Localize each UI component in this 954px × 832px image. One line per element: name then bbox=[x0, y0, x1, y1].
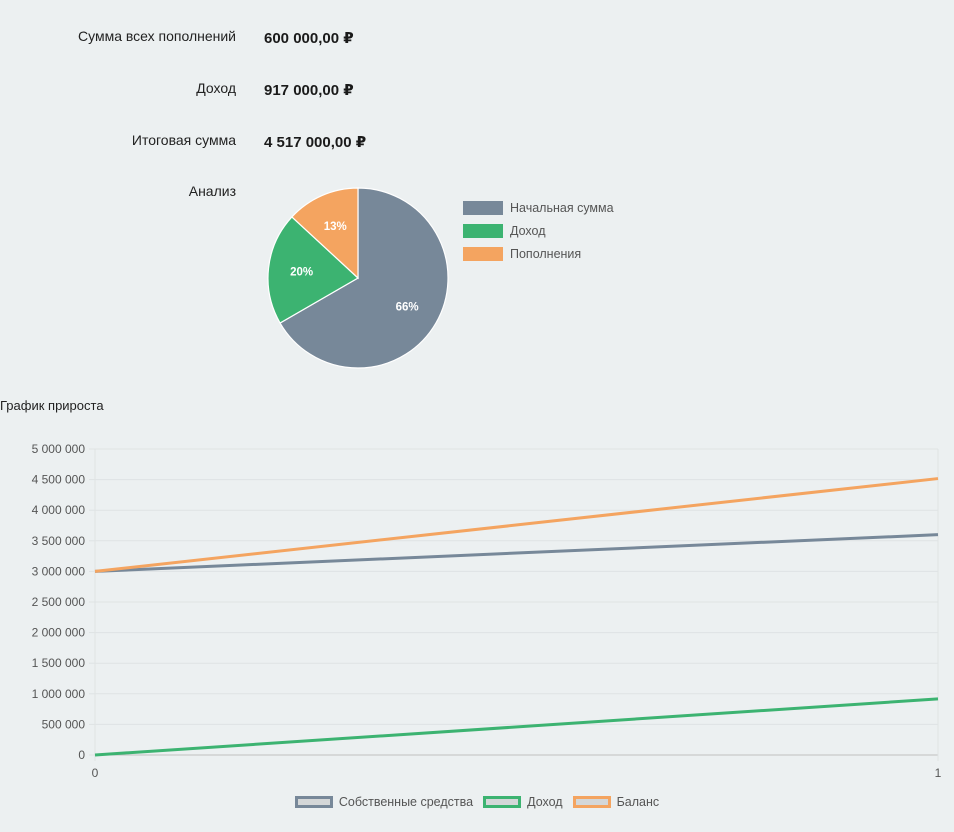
pie-legend-swatch-2 bbox=[463, 246, 503, 261]
line-legend-label-0: Собственные средства bbox=[338, 795, 474, 809]
analysis-row: Анализ bbox=[0, 183, 954, 207]
line-legend-swatch-0 bbox=[294, 796, 333, 808]
income-value: 917 000,00 ₽ bbox=[264, 82, 354, 99]
pie-legend-item-1[interactable]: Доход bbox=[463, 219, 614, 242]
y-tick-label-7: 3 500 000 bbox=[32, 534, 86, 548]
deposits-label: Сумма всех пополнений bbox=[77, 28, 236, 44]
line-legend: Собственные средства Доход Баланс bbox=[0, 795, 954, 809]
pie-legend-swatch-0 bbox=[463, 200, 503, 215]
x-tick-label-0: 0 bbox=[92, 766, 99, 780]
pie-svg: 66% 20% 13% bbox=[267, 187, 449, 369]
growth-chart-title: График прироста bbox=[0, 398, 104, 413]
income-label: Доход bbox=[196, 80, 236, 96]
line-legend-label-1: Доход bbox=[527, 795, 563, 809]
pie-value-label-2: 13% bbox=[324, 221, 347, 233]
y-tick-label-10: 5 000 000 bbox=[32, 442, 86, 456]
income-row: Доход 917 000,00 ₽ bbox=[0, 80, 954, 104]
y-tick-label-2: 1 000 000 bbox=[32, 687, 86, 701]
y-tick-label-6: 3 000 000 bbox=[32, 564, 86, 578]
total-row: Итоговая сумма 4 517 000,00 ₽ bbox=[0, 132, 954, 156]
x-tick-label-1: 1 bbox=[935, 766, 942, 780]
pie-legend-label-1: Доход bbox=[510, 223, 546, 238]
series-line-2[interactable] bbox=[94, 477, 939, 573]
y-tick-label-8: 4 000 000 bbox=[32, 503, 86, 517]
line-legend-swatch-1 bbox=[483, 796, 522, 808]
line-legend-swatch-2 bbox=[572, 796, 611, 808]
line-legend-item-0[interactable]: Собственные средства bbox=[294, 795, 474, 809]
y-tick-label-5: 2 500 000 bbox=[32, 595, 86, 609]
pie-legend-item-2[interactable]: Пополнения bbox=[463, 242, 614, 265]
growth-line-chart: 0 500 000 1 000 000 1 500 000 2 000 000 2 500… bbox=[32, 442, 942, 780]
pie-legend-item-0[interactable]: Начальная сумма bbox=[463, 196, 614, 219]
deposits-row: Сумма всех пополнений 600 000,00 ₽ bbox=[0, 28, 954, 52]
line-legend-label-2: Баланс bbox=[616, 795, 660, 809]
series-line-0[interactable] bbox=[94, 533, 939, 573]
analysis-label: Анализ bbox=[188, 183, 236, 199]
y-tick-label-4: 2 000 000 bbox=[32, 626, 86, 640]
pie-value-label-1: 20% bbox=[290, 267, 313, 279]
pie-value-label-0: 66% bbox=[396, 301, 419, 313]
deposits-value: 600 000,00 ₽ bbox=[264, 30, 354, 47]
pie-legend-label-0: Начальная сумма bbox=[510, 200, 614, 215]
pie-legend-label-2: Пополнения bbox=[510, 246, 582, 261]
y-tick-label-3: 1 500 000 bbox=[32, 656, 86, 670]
pie-legend-swatch-1 bbox=[463, 223, 503, 238]
series-line-1[interactable] bbox=[94, 697, 939, 757]
y-tick-label-0: 0 bbox=[78, 748, 85, 762]
pie-slice-0[interactable] bbox=[279, 187, 449, 369]
total-value: 4 517 000,00 ₽ bbox=[264, 134, 367, 151]
total-label: Итоговая сумма bbox=[131, 132, 236, 148]
pie-legend: Начальная сумма Доход Пополнения bbox=[463, 196, 614, 265]
line-legend-item-1[interactable]: Доход bbox=[483, 795, 563, 809]
line-legend-item-2[interactable]: Баланс bbox=[572, 795, 660, 809]
y-tick-label-1: 500 000 bbox=[42, 717, 86, 731]
pie-slice-1[interactable] bbox=[267, 216, 360, 324]
y-tick-label-9: 4 500 000 bbox=[32, 473, 86, 487]
